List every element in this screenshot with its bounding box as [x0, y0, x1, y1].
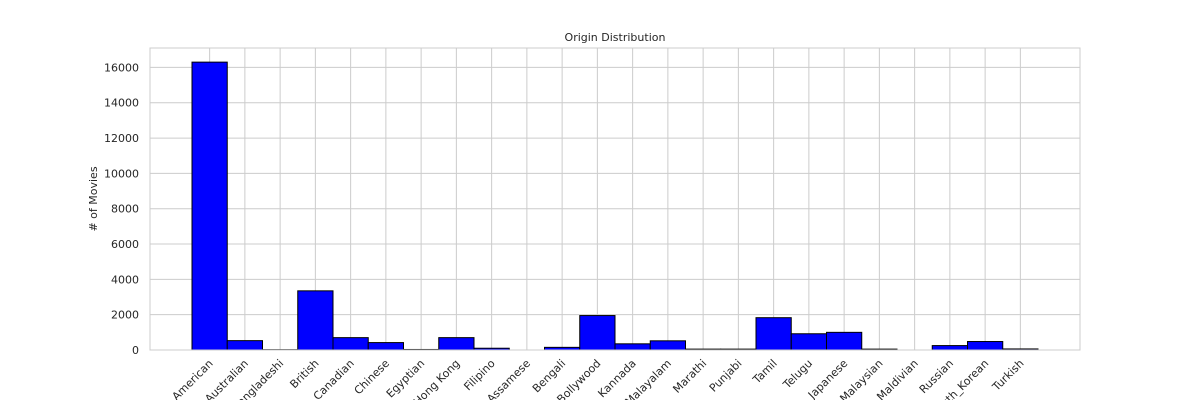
y-axis-label: # of Movies: [87, 166, 100, 231]
bar: [790, 333, 827, 351]
x-tick-label: Marathi: [670, 357, 709, 396]
bar: [367, 342, 404, 351]
bar: [826, 331, 863, 351]
y-tick-label: 16000: [104, 61, 139, 74]
x-tick-label: Punjabi: [707, 357, 745, 395]
y-tick-label: 6000: [111, 238, 139, 251]
y-tick-label: 14000: [104, 97, 139, 110]
bar: [297, 290, 334, 351]
bar: [579, 315, 616, 351]
bar: [967, 341, 1004, 351]
y-tick-label: 2000: [111, 309, 139, 322]
bar: [931, 345, 968, 351]
y-tick-label: 10000: [104, 167, 139, 180]
bar: [438, 337, 475, 351]
plot-frame: [149, 47, 1081, 351]
y-tick-label: 8000: [111, 203, 139, 216]
y-tick-label: 12000: [104, 132, 139, 145]
y-tick-label: 4000: [111, 273, 139, 286]
bar: [226, 340, 263, 351]
bar: [649, 340, 686, 351]
x-tick-label: Turkish: [989, 357, 1026, 394]
bar: [191, 61, 228, 351]
bar: [614, 343, 651, 351]
chart-title: Origin Distribution: [565, 31, 666, 44]
x-tick-label: British: [287, 357, 321, 391]
bar: [755, 317, 792, 351]
x-tick-label: Telugu: [780, 357, 815, 392]
y-tick-label: 0: [132, 344, 139, 357]
bar: [332, 337, 369, 351]
x-tick-label: Tamil: [750, 357, 780, 387]
